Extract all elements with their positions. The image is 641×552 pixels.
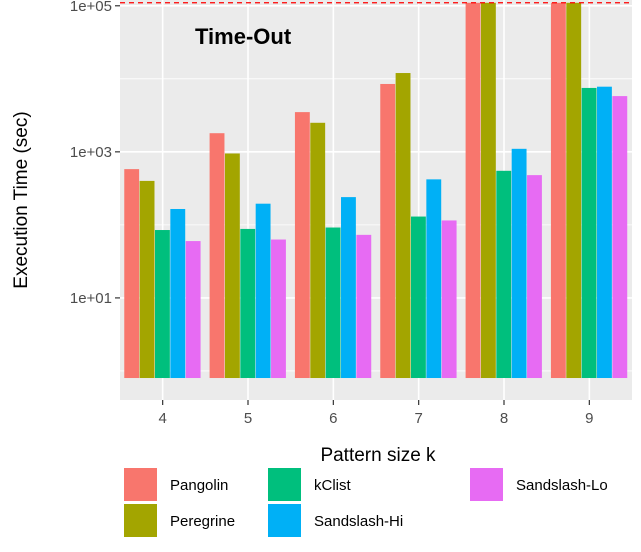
bar (566, 2, 582, 379)
bar (124, 169, 140, 379)
bar (511, 148, 527, 379)
bar (527, 175, 542, 379)
legend-label: Sandslash-Lo (516, 477, 608, 494)
bar (550, 2, 566, 379)
timeout-annotation: Time-Out (195, 24, 292, 49)
bar (224, 153, 240, 379)
legend-swatch (470, 468, 503, 501)
bars (124, 2, 628, 379)
bar (581, 87, 597, 379)
legend-label: Pangolin (170, 477, 228, 494)
bar (380, 83, 396, 379)
y-tick-label: 1e+05 (70, 0, 112, 15)
bar (395, 73, 411, 379)
y-axis-title: Execution Time (sec) (11, 111, 32, 288)
bar (325, 227, 341, 379)
legend: Pangolin Peregrine kClist Sandslash-Hi Sands… (124, 468, 608, 537)
bar (612, 96, 628, 379)
x-tick-label: 7 (414, 410, 422, 427)
legend-swatch (124, 468, 157, 501)
bar (209, 133, 225, 379)
bar (441, 220, 457, 379)
bar (271, 239, 286, 379)
bar (410, 216, 426, 379)
bar (139, 180, 155, 379)
legend-swatch (268, 468, 301, 501)
x-tick-label: 8 (500, 410, 508, 427)
bar (154, 230, 170, 379)
bar (480, 2, 496, 379)
y-axis: 1e+01 1e+03 1e+05 (70, 0, 120, 307)
bar (426, 179, 442, 379)
bar (341, 197, 356, 379)
bar (496, 170, 512, 379)
bar (310, 122, 326, 379)
y-tick-label: 1e+01 (70, 290, 112, 307)
bar (356, 234, 372, 379)
bar (465, 2, 481, 379)
legend-label: Peregrine (170, 513, 235, 530)
bar (185, 241, 201, 379)
legend-swatch (124, 504, 157, 537)
plot-panel (120, 0, 632, 400)
y-tick-label: 1e+03 (70, 144, 112, 161)
legend-label: kClist (314, 477, 351, 494)
x-tick-label: 6 (329, 410, 337, 427)
bar (240, 228, 256, 379)
legend-swatch (268, 504, 301, 537)
x-tick-label: 4 (158, 410, 166, 427)
x-tick-label: 5 (244, 410, 252, 427)
bar (597, 86, 612, 379)
bar (294, 112, 310, 379)
bar (255, 203, 271, 379)
x-axis-title: Pattern size k (320, 445, 436, 466)
legend-label: Sandslash-Hi (314, 513, 403, 530)
bar (170, 208, 186, 379)
x-axis: 4 5 6 7 8 9 (158, 400, 594, 427)
x-tick-label: 9 (585, 410, 593, 427)
